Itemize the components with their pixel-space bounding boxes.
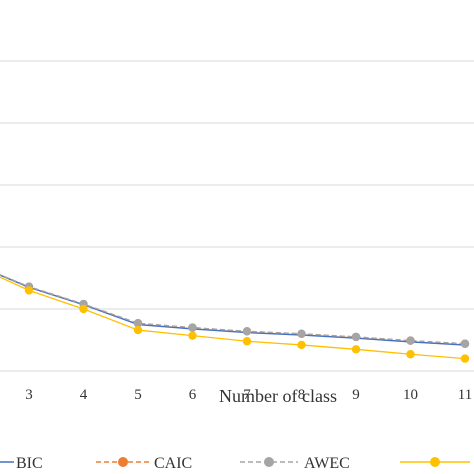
x-tick-label: 11	[458, 387, 472, 403]
legend-marker-caic	[118, 457, 128, 467]
point-awec	[460, 339, 470, 348]
x-tick-label: 3	[25, 387, 33, 403]
point-a	[242, 337, 252, 346]
series-line-a	[0, 276, 466, 360]
point-awec	[351, 332, 361, 342]
point-awec	[188, 323, 197, 332]
x-tick-labels: 3 4 5 6 7 8 9 10 11	[25, 387, 472, 403]
series-line-bic	[0, 274, 466, 346]
x-tick-label: 7	[243, 387, 251, 403]
grid-lines	[0, 60, 474, 372]
legend: BICCAICAWECA	[0, 455, 470, 472]
legend-marker-a	[430, 457, 440, 467]
point-a	[406, 350, 415, 359]
point-a	[24, 286, 34, 295]
point-a	[297, 340, 306, 350]
legend-label-bic: BIC	[16, 455, 43, 472]
point-awec	[406, 336, 415, 345]
legend-marker-awec	[264, 457, 274, 467]
point-awec	[297, 329, 306, 338]
point-awec	[242, 327, 252, 336]
legend-label-awec: AWEC	[304, 455, 350, 472]
point-a	[79, 304, 88, 314]
point-a	[188, 331, 197, 340]
x-tick-label: 5	[134, 387, 142, 403]
point-a	[351, 345, 361, 354]
x-tick-label: 9	[352, 387, 360, 403]
point-awec	[133, 319, 143, 328]
x-axis-title: Number of class	[219, 386, 337, 406]
legend-label-caic: CAIC	[154, 455, 192, 472]
point-a	[133, 325, 143, 335]
x-tick-label: 6	[189, 387, 197, 403]
point-a	[460, 354, 470, 363]
series-layer	[0, 274, 470, 363]
x-tick-label: 10	[403, 387, 418, 403]
x-tick-label: 4	[80, 387, 88, 403]
x-tick-label: 8	[298, 387, 306, 403]
series-line-awec	[0, 274, 466, 345]
